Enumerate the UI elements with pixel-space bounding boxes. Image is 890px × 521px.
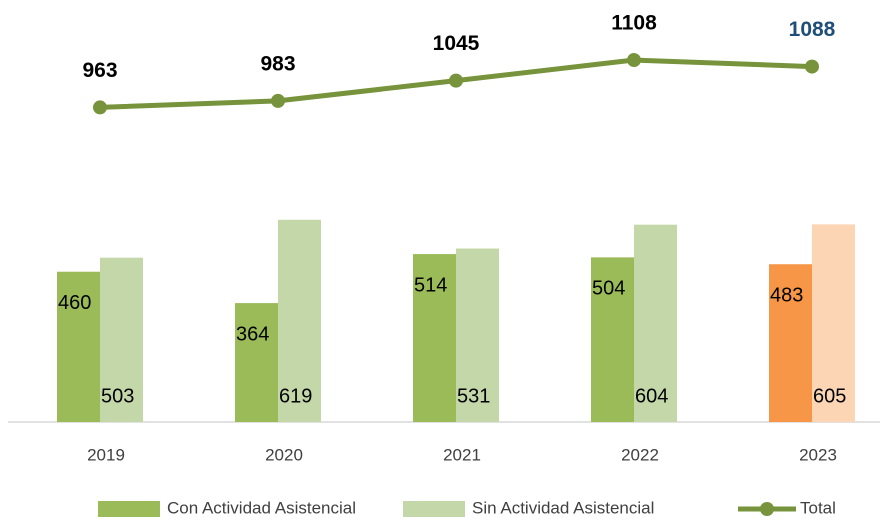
bar: [100, 257, 143, 422]
line-marker: [449, 73, 463, 88]
total-label: 983: [260, 52, 295, 75]
bar: [413, 254, 456, 422]
data-label: 503: [101, 385, 134, 407]
legend-label: Total: [800, 498, 836, 517]
x-tick-label: 2023: [799, 445, 837, 464]
line-marker: [271, 93, 285, 108]
total-label: 1088: [789, 18, 836, 41]
legend-swatch: [403, 501, 465, 517]
data-label: 531: [457, 385, 490, 407]
data-label: 605: [813, 385, 846, 407]
bar: [591, 257, 634, 422]
data-label: 460: [58, 292, 91, 314]
line-marker: [627, 53, 641, 68]
total-label: 963: [82, 59, 117, 82]
legend-swatch: [98, 501, 160, 517]
data-label: 514: [414, 274, 447, 296]
data-label: 364: [236, 323, 269, 345]
bar: [57, 271, 100, 422]
legend-label: Sin Actividad Asistencial: [472, 498, 654, 517]
line-marker: [805, 59, 819, 74]
data-label: 619: [279, 385, 312, 407]
bar: [634, 224, 677, 422]
data-label: 483: [770, 285, 803, 307]
x-tick-label: 2021: [443, 445, 481, 464]
total-label: 1108: [611, 12, 657, 35]
bar: [456, 248, 499, 422]
line-marker: [93, 100, 107, 115]
x-tick-label: 2020: [265, 445, 303, 464]
bar: [235, 303, 278, 422]
bar: [278, 219, 321, 422]
x-tick-label: 2022: [621, 445, 659, 464]
legend-swatch: [760, 502, 774, 516]
data-label: 504: [592, 278, 625, 300]
legend-label: Con Actividad Asistencial: [167, 498, 356, 517]
data-label: 604: [635, 385, 668, 407]
total-label: 1045: [433, 32, 480, 55]
x-tick-label: 2019: [87, 445, 125, 464]
bar: [769, 264, 812, 422]
bar: [812, 224, 855, 422]
